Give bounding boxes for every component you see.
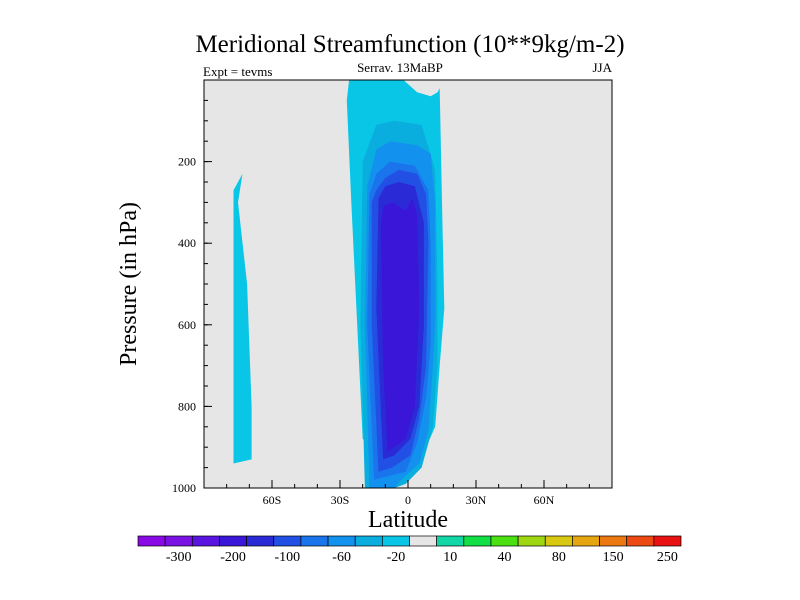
y-tick-label: 600	[178, 318, 196, 332]
colorbar-swatch-15	[544, 535, 573, 547]
colorbar-label: -100	[274, 550, 300, 565]
colorbar-swatch-7	[327, 535, 356, 547]
x-tick-label: 0	[405, 493, 411, 507]
colorbar-label: -60	[332, 550, 351, 565]
x-tick-label: 30S	[331, 493, 350, 507]
axis-ticks: 60S 30S 0 30N 60N 200 400 600 800 1000	[172, 99, 590, 507]
colorbar-swatch-11	[436, 535, 465, 547]
colorbar-swatch-18	[626, 535, 655, 547]
contour-region-2	[303, 267, 340, 460]
subtitle-center: Serrav. 13MaBP	[357, 60, 443, 75]
subtitle-right: JJA	[592, 60, 612, 75]
colorbar-swatch-0	[137, 535, 166, 547]
colorbar-swatch-3	[219, 535, 247, 547]
y-tick-label: 400	[178, 236, 196, 250]
y-tick-label: 800	[178, 399, 196, 413]
colorbar-swatch-5	[273, 535, 302, 547]
colorbar-swatch-19	[653, 535, 682, 547]
colorbar-label: -300	[166, 550, 192, 565]
y-tick-label: 1000	[172, 481, 196, 495]
colorbar-swatch-12	[463, 535, 492, 547]
colorbar-label: -20	[387, 550, 406, 565]
colorbar-swatch-13	[490, 535, 519, 547]
x-axis-label: Latitude	[368, 507, 448, 533]
y-tick-label: 200	[178, 155, 196, 169]
plot-area: 60S 30S 0 30N 60N 200 400 600 800 1000	[172, 79, 613, 507]
colorbar-swatch-16	[572, 535, 600, 547]
colorbar-swatch-2	[191, 535, 220, 547]
colorbar-swatch-14	[517, 535, 546, 547]
colorbar-label: 250	[657, 550, 678, 565]
x-tick-label: 30N	[466, 493, 487, 507]
colorbar-swatch-10	[409, 535, 437, 547]
colorbar-label: 80	[552, 550, 566, 565]
contour-region-3	[437, 80, 499, 488]
contour-region-1	[233, 173, 252, 464]
colorbar-swatch-1	[164, 535, 193, 547]
contour-region-10	[380, 198, 420, 452]
colorbar-label: 40	[498, 550, 512, 565]
contour-layers	[204, 80, 499, 489]
colorbar: -300 -200 -100 -60 -20 10 40 80 150 250	[137, 535, 682, 565]
x-tick-label: 60S	[263, 493, 282, 507]
colorbar-label: 150	[603, 550, 624, 565]
colorbar-label: -200	[220, 550, 246, 565]
colorbar-swatch-8	[354, 535, 383, 547]
y-axis-label: Pressure (in hPa)	[116, 202, 142, 366]
contour-region-0	[204, 80, 458, 488]
colorbar-swatch-9	[382, 535, 410, 547]
subtitle-left: Expt = tevms	[203, 64, 272, 79]
colorbar-label: 10	[443, 550, 457, 565]
colorbar-swatch-4	[246, 535, 275, 547]
colorbar-swatch-17	[599, 535, 628, 547]
colorbar-swatch-6	[300, 535, 329, 547]
x-tick-label: 60N	[534, 493, 555, 507]
chart-title: Meridional Streamfunction (10**9kg/m-2)	[195, 31, 624, 58]
